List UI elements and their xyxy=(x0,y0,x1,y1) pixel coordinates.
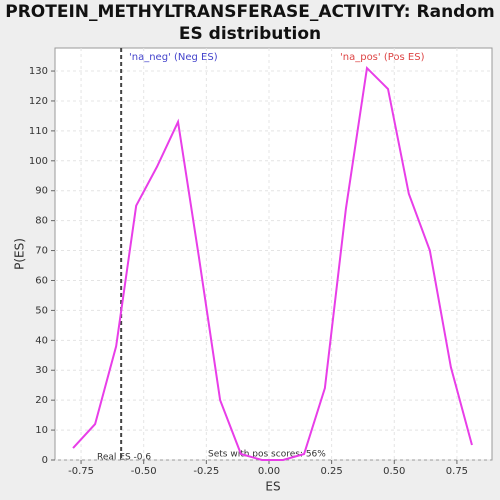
y-tick-label: 30 xyxy=(35,365,48,376)
x-tick-label: 0.50 xyxy=(383,466,405,477)
x-tick-label: 0.75 xyxy=(446,466,468,477)
y-tick-label: 10 xyxy=(35,425,48,436)
annotation: 'na_pos' (Pos ES) xyxy=(340,52,425,63)
y-tick-label: 100 xyxy=(29,156,48,167)
y-tick-label: 90 xyxy=(35,186,48,197)
y-tick-label: 110 xyxy=(29,126,48,137)
annotation: Real ES -0.6 xyxy=(97,453,151,463)
series-line xyxy=(72,65,473,461)
y-tick-label: 130 xyxy=(29,66,48,77)
plot-area xyxy=(54,47,493,461)
y-tick-label: 120 xyxy=(29,96,48,107)
x-tick-label: -0.50 xyxy=(131,466,157,477)
y-tick-label: 40 xyxy=(35,335,48,346)
x-tick-label: 0.00 xyxy=(258,466,280,477)
x-tick-label: 0.25 xyxy=(321,466,343,477)
y-tick-label: 50 xyxy=(35,305,48,316)
y-axis-label: P(ES) xyxy=(13,238,27,270)
y-tick-label: 60 xyxy=(35,275,48,286)
y-tick-label: 80 xyxy=(35,216,48,227)
x-tick-label: -0.25 xyxy=(193,466,219,477)
x-axis-label: ES xyxy=(265,480,280,494)
annotation: Sets with pos scores: 56% xyxy=(208,450,326,460)
y-tick-label: 70 xyxy=(35,246,48,257)
chart-subtitle: ES distribution xyxy=(179,24,321,44)
y-tick-label: 20 xyxy=(35,395,48,406)
x-tick-label: -0.75 xyxy=(68,466,94,477)
chart-title: PROTEIN_METHYLTRANSFERASE_ACTIVITY: Rand… xyxy=(5,2,495,22)
y-tick-label: 0 xyxy=(42,455,48,466)
annotation: 'na_neg' (Neg ES) xyxy=(129,52,218,63)
